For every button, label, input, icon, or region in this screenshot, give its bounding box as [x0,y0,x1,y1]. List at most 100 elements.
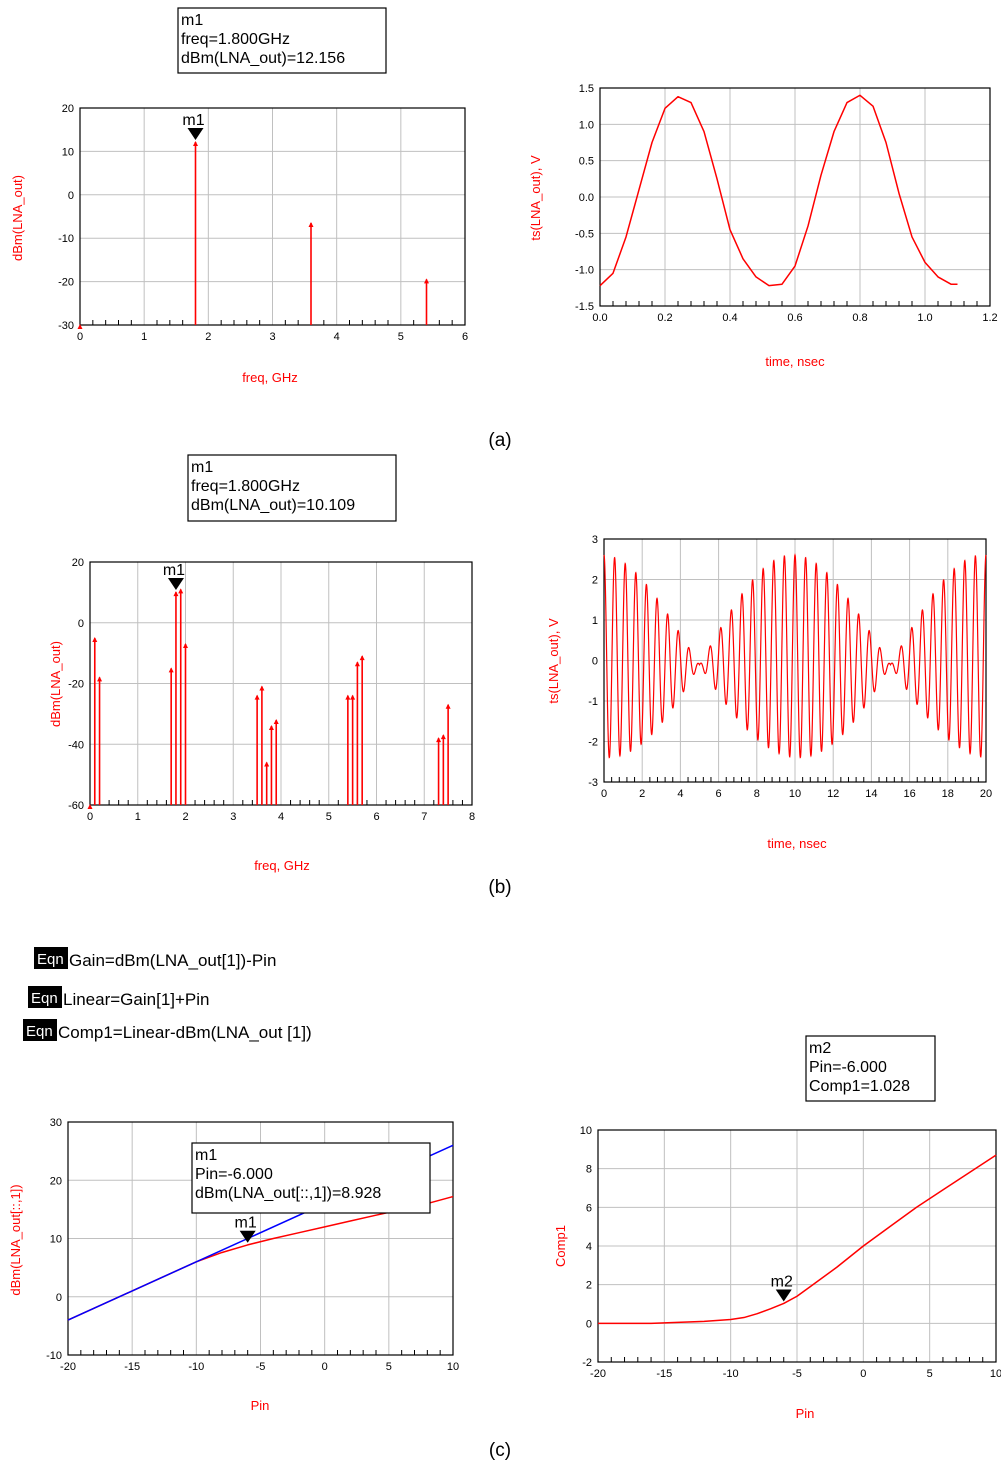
y-tick-label: -0.5 [575,228,594,240]
y-axis-label: dBm(LNA_out[::,1]) [8,1184,23,1295]
y-tick-label: 20 [50,1175,62,1187]
chart-a_time: 0.0 0.2 0.4 0.6 0.8 1.0 1.2 -1.5 -1.0 -0.5 0.0 0.5 1… [528,83,998,369]
x-tick-label: 2 [182,811,188,823]
spectral-line-tip [264,761,270,767]
x-tick-label: 5 [386,1361,392,1373]
x-tick-label: 12 [827,788,839,800]
y-tick-label: 6 [586,1202,592,1214]
y-tick-label: 1.0 [579,119,594,131]
x-tick-label: 14 [865,788,877,800]
y-tick-label: 10 [580,1125,592,1137]
x-tick-label: 5 [398,331,404,343]
y-axis-label: dBm(LNA_out) [10,175,25,261]
chart-c_comp: -20 -15 -10 -5 0 5 10-20246810PinComp1m2m2Pin=… [553,1035,1001,1421]
y-tick-label: -30 [58,320,74,332]
x-tick-label: 0.6 [787,312,802,324]
marker-readout-line: dBm(LNA_out)=12.156 [181,50,345,67]
equation-linear: Linear=Gain[1]+Pin [63,990,210,1009]
y-tick-label: -2 [582,1357,592,1369]
y-tick-label: -1.5 [575,301,594,313]
y-axis-label: Comp1 [553,1225,568,1267]
x-tick-label: 3 [269,331,275,343]
x-tick-label: 10 [447,1361,459,1373]
eqn-badge-label-3: Eqn [26,1023,53,1040]
spectral-line-tip [259,685,265,691]
eqn-badge-label-2: Eqn [31,990,58,1007]
y-tick-label: 30 [50,1117,62,1129]
marker-readout-line: dBm(LNA_out[::,1])=8.928 [195,1185,381,1202]
x-tick-label: 20 [980,788,992,800]
marker-label: m2 [771,1273,793,1290]
x-tick-label: -20 [590,1368,606,1380]
marker-readout-box [805,1035,936,1102]
marker-readout-line: Pin=-6.000 [195,1166,273,1183]
y-axis-label: dBm(LNA_out) [48,641,63,727]
y-tick-label: 0 [56,1292,62,1304]
marker-readout-line: Comp1=1.028 [809,1078,910,1095]
x-tick-label: -10 [188,1361,204,1373]
y-tick-label: 8 [586,1164,592,1176]
x-tick-label: 6 [373,811,379,823]
spectral-line-tip [350,694,356,700]
y-axis-label: ts(LNA_out), V [546,618,561,704]
marker-readout-box [177,7,387,74]
x-tick-label: 0 [87,811,93,823]
series-line-red [599,94,958,287]
x-tick-label: 2 [639,788,645,800]
marker-readout-line: Pin=-6.000 [809,1059,887,1076]
equation-block: Eqn Gain=dBm(LNA_out[1])-Pin Eqn Linear=… [23,947,312,1042]
marker-triangle [775,1289,792,1302]
y-tick-label: 20 [72,557,84,569]
y-tick-label: 0 [586,1318,592,1330]
y-tick-label: 0.5 [579,156,594,168]
y-tick-label: 2 [586,1280,592,1292]
y-tick-label: 1 [592,615,598,627]
x-tick-label: 8 [754,788,760,800]
spectral-line-tip [445,703,451,709]
y-tick-label: 10 [62,146,74,158]
x-tick-label: 0.2 [657,312,672,324]
caption-c: (c) [489,1440,511,1461]
plot-frame [599,87,991,307]
y-tick-label: -20 [58,277,74,289]
marker-readout-line: m2 [809,1040,831,1057]
spectral-line-tip [308,222,314,228]
x-tick-label: -15 [124,1361,140,1373]
y-tick-label: 0 [78,618,84,630]
x-tick-label: 10 [789,788,801,800]
spectral-line-tip [193,141,198,147]
marker-label: m1 [182,112,204,129]
y-tick-label: 3 [592,534,598,546]
equation-comp1: Comp1=Linear-dBm(LNA_out [1]) [58,1023,312,1042]
y-tick-label: -1 [588,696,598,708]
y-tick-label: -1.0 [575,265,594,277]
x-axis-label: freq, GHz [254,858,310,873]
marker-readout-box [191,1142,431,1214]
x-tick-label: 1.2 [982,312,997,324]
spectral-line-tip [173,591,179,597]
equation-gain: Gain=dBm(LNA_out[1])-Pin [69,951,276,970]
x-tick-label: 0 [601,788,607,800]
chart-b_spectrum: 0 1 2 3 4 5 6 7 8 -60 -40 -20 0 20 freq, GHz dBm(LNA_ou… [48,454,475,873]
x-tick-label: 4 [334,331,340,343]
marker-triangle [239,1230,256,1243]
y-tick-label: -60 [68,800,84,812]
x-tick-label: 1 [141,331,147,343]
chart-c_gain: -20 -15 -10 -5 0 5 10 -10 0 10 20 30 Pin dBm(LNA_out[… [8,1117,459,1413]
y-tick-label: 0 [592,656,598,668]
x-tick-label: -5 [256,1361,266,1373]
y-tick-label: -3 [588,777,598,789]
x-tick-label: 0.8 [852,312,867,324]
y-tick-label: 2 [592,575,598,587]
marker-label: m1 [163,562,185,579]
x-tick-label: -10 [723,1368,739,1380]
x-tick-label: -15 [656,1368,672,1380]
x-tick-label: 7 [421,811,427,823]
chart-a_spectrum: 0 1 2 3 4 5 6 -30 -20 -10 0 10 20 freq, GHz dBm(LNA_ou… [10,7,468,385]
marker-triangle [167,578,184,591]
x-tick-label: 4 [278,811,284,823]
y-tick-label: 0 [68,190,74,202]
x-tick-label: -5 [792,1368,802,1380]
